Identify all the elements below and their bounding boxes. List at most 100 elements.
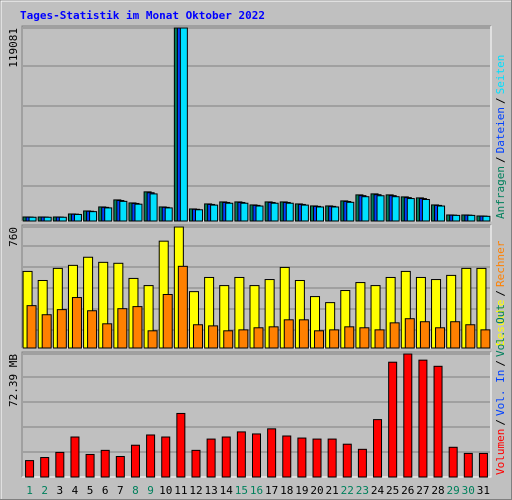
legend-separator: /: [494, 419, 507, 426]
bar: [223, 330, 234, 349]
bar: [177, 265, 188, 349]
bar: [147, 330, 158, 349]
x-tick-label: 17: [265, 484, 278, 497]
bar: [331, 206, 340, 222]
bar: [452, 214, 461, 222]
bar: [404, 318, 415, 349]
bar: [418, 359, 428, 478]
bar: [161, 436, 171, 478]
bar: [270, 202, 279, 222]
bar: [300, 204, 309, 222]
x-tick-label: 15: [235, 484, 248, 497]
bar: [149, 193, 158, 222]
x-tick-label: 21: [326, 484, 339, 497]
bar: [435, 327, 446, 349]
bar: [480, 329, 491, 349]
bar: [437, 205, 446, 222]
bar: [71, 297, 82, 349]
legend-entry: Vol. In: [494, 370, 507, 416]
bar: [238, 329, 249, 349]
x-tick-label: 30: [462, 484, 475, 497]
bar: [28, 216, 37, 222]
x-tick-label: 22: [341, 484, 354, 497]
bar: [450, 321, 461, 349]
legend-entry: Besuche: [494, 300, 507, 346]
bar: [419, 321, 430, 349]
x-tick-label: 7: [117, 484, 124, 497]
x-tick-label: 24: [371, 484, 385, 497]
bar: [70, 436, 80, 478]
bar: [403, 353, 413, 478]
bar: [58, 216, 67, 222]
bar: [283, 319, 294, 349]
bar: [346, 201, 355, 222]
bar: [26, 305, 37, 349]
bar: [482, 215, 491, 222]
bar: [297, 437, 307, 478]
plot-bevel: [21, 25, 491, 221]
bar: [102, 323, 113, 349]
x-tick-label: 20: [310, 484, 323, 497]
bar: [221, 436, 231, 478]
bar: [100, 449, 110, 478]
x-tick-label: 10: [159, 484, 172, 497]
bar: [465, 324, 476, 349]
x-tick-label: 8: [132, 484, 139, 497]
legend-entry: Seiten: [494, 55, 507, 95]
bar: [104, 207, 113, 222]
x-tick-label: 27: [416, 484, 429, 497]
x-tick-label: 9: [147, 484, 154, 497]
bar: [89, 211, 98, 222]
bar: [240, 202, 249, 222]
bar: [463, 452, 473, 478]
bar: [176, 412, 186, 478]
x-tick-label: 19: [295, 484, 308, 497]
x-tick-label: 1: [26, 484, 33, 497]
bar: [43, 216, 52, 222]
bar: [252, 433, 261, 478]
bar: [285, 202, 294, 222]
bar: [162, 294, 173, 349]
x-tick-label: 16: [250, 484, 263, 497]
bar: [119, 200, 128, 222]
bar: [448, 446, 458, 478]
bar: [344, 326, 355, 349]
bar: [192, 324, 203, 349]
bar: [267, 428, 277, 478]
x-tick-label: 11: [174, 484, 187, 497]
x-tick-label: 5: [87, 484, 94, 497]
bar: [253, 327, 264, 349]
bar: [191, 449, 201, 478]
bar: [373, 419, 383, 478]
legend-entry: Anfragen: [494, 166, 507, 219]
bar: [40, 457, 50, 478]
plot-area: [22, 26, 491, 221]
bar: [316, 206, 325, 222]
plot-bevel: [21, 351, 491, 477]
y-tick-label: 760: [7, 227, 20, 247]
bar: [225, 202, 234, 222]
chart-title: Tages-Statistik im Monat Oktober 2022: [20, 9, 265, 22]
x-tick-label: 25: [386, 484, 399, 497]
bar: [361, 196, 370, 222]
bar: [327, 438, 337, 478]
x-tick-label: 6: [102, 484, 109, 497]
bar: [134, 203, 143, 222]
bar: [357, 448, 367, 478]
bar: [376, 195, 385, 222]
x-tick-label: 23: [356, 484, 369, 497]
x-tick-label: 28: [431, 484, 444, 497]
bar: [467, 214, 476, 222]
bar: [208, 325, 219, 349]
x-tick-label: 14: [220, 484, 234, 497]
x-tick-label: 13: [204, 484, 217, 497]
bar: [433, 365, 443, 478]
bar: [73, 213, 82, 222]
x-tick-label: 3: [57, 484, 64, 497]
bar: [388, 361, 398, 478]
bar: [164, 207, 173, 222]
y-tick-label: 72.39 MB: [7, 354, 20, 407]
legend-entry: Volumen: [494, 429, 507, 475]
bar: [255, 205, 264, 222]
